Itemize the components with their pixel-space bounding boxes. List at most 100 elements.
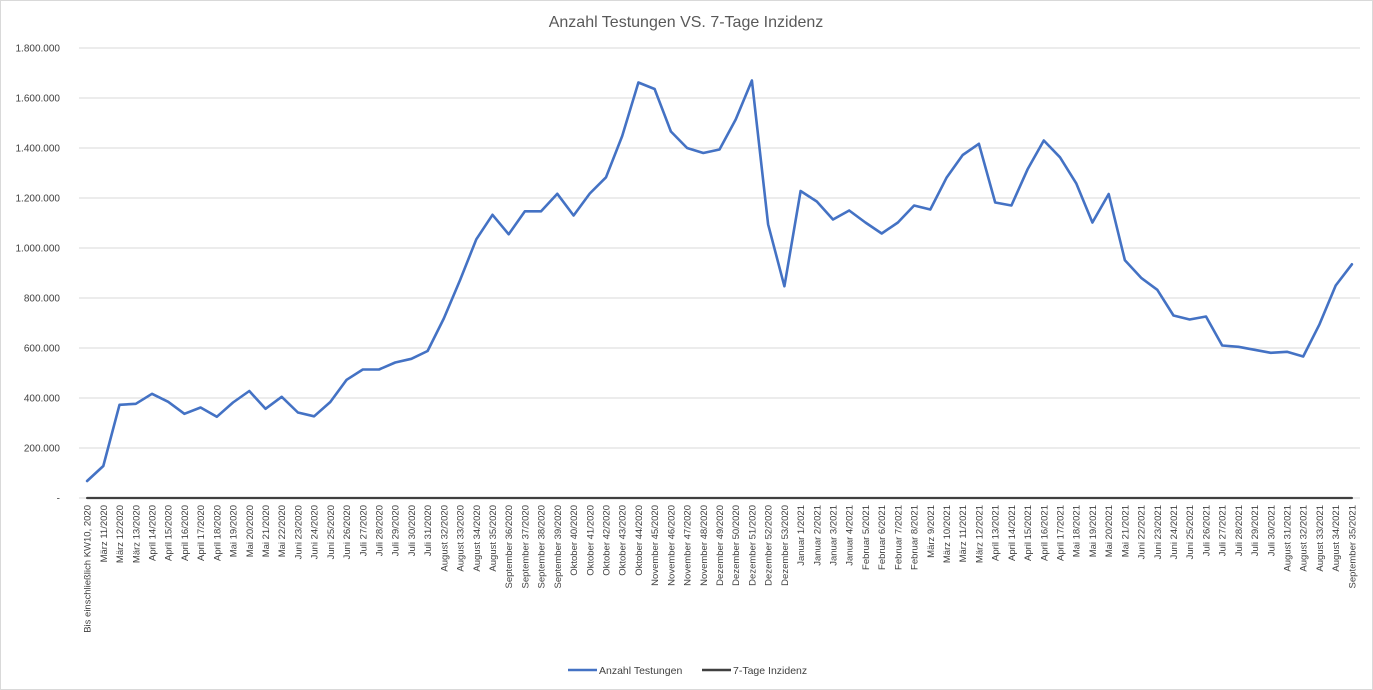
x-tick-label: April 15/2021 — [1023, 505, 1034, 561]
y-tick-label: 1.800.000 — [16, 44, 61, 55]
x-tick-label: August 33/2020 — [456, 505, 467, 572]
x-tick-label: Juli 29/2020 — [391, 505, 402, 556]
x-tick-label: Juli 27/2020 — [358, 505, 369, 556]
x-tick-label: November 48/2020 — [699, 505, 710, 586]
x-tick-label: April 16/2021 — [1039, 505, 1050, 561]
x-tick-label: Mai 22/2020 — [277, 505, 288, 557]
x-tick-label: Juni 23/2021 — [1153, 505, 1164, 559]
x-tick-label: Juni 23/2020 — [293, 505, 304, 559]
x-tick-label: Juli 28/2020 — [374, 505, 385, 556]
y-tick-label: 1.600.000 — [16, 94, 61, 105]
x-tick-label: Juni 22/2021 — [1137, 505, 1148, 559]
x-tick-label: Februar 8/2021 — [910, 505, 921, 570]
x-tick-label: Mai 20/2020 — [245, 505, 256, 557]
chart-title: Anzahl Testungen VS. 7-Tage Inzidenz — [549, 14, 824, 31]
x-tick-label: Oktober 41/2020 — [585, 505, 596, 576]
y-tick-label: 1.000.000 — [16, 244, 61, 255]
legend-label-1: 7-Tage Inzidenz — [733, 665, 807, 677]
x-tick-label: Februar 7/2021 — [893, 505, 904, 570]
x-tick-label: Dezember 51/2020 — [747, 505, 758, 586]
x-tick-label: November 45/2020 — [650, 505, 661, 586]
x-tick-label: April 14/2020 — [147, 505, 158, 561]
x-tick-label: Mai 20/2021 — [1104, 505, 1115, 557]
x-tick-label: Januar 3/2021 — [829, 505, 840, 566]
x-tick-label: März 9/2021 — [926, 505, 937, 558]
y-tick-label: 1.400.000 — [16, 144, 61, 155]
x-tick-label: März 12/2021 — [974, 505, 985, 563]
x-tick-label: Juli 27/2021 — [1218, 505, 1229, 556]
x-axis: Bis einschließlich KW10, 2020 März 11/202… — [83, 505, 1359, 633]
x-tick-label: Oktober 42/2020 — [601, 505, 612, 576]
x-tick-label: Dezember 53/2020 — [780, 505, 791, 586]
x-tick-label: Oktober 44/2020 — [634, 505, 645, 576]
x-tick-label: September 38/2020 — [537, 505, 548, 588]
x-tick-label: Dezember 50/2020 — [731, 505, 742, 586]
x-tick-label: Mai 19/2020 — [229, 505, 240, 557]
x-tick-label: Dezember 52/2020 — [764, 505, 775, 586]
x-tick-label: April 13/2021 — [991, 505, 1002, 561]
x-tick-label: März 11/2021 — [958, 505, 969, 562]
x-tick-label: August 32/2020 — [439, 505, 450, 572]
x-tick-label: Bis einschließlich KW10, 2020 — [83, 505, 94, 633]
x-tick-label: Juni 25/2021 — [1185, 505, 1196, 559]
x-tick-label: Oktober 40/2020 — [569, 505, 580, 576]
x-tick-label: Mai 21/2021 — [1120, 505, 1131, 557]
x-tick-label: September 39/2020 — [553, 505, 564, 588]
x-tick-label: April 18/2020 — [212, 505, 223, 561]
x-tick-label: August 34/2020 — [472, 505, 483, 572]
x-tick-label: März 13/2020 — [131, 505, 142, 563]
y-tick-label: 400.000 — [24, 394, 61, 405]
x-tick-label: September 37/2020 — [520, 505, 531, 588]
y-tick-label: 600.000 — [24, 344, 61, 355]
x-tick-label: August 35/2020 — [488, 505, 499, 572]
y-axis: - 200.000 400.000 600.000 800.000 1.000.000 1.… — [16, 44, 61, 505]
y-tick-label: 800.000 — [24, 294, 61, 305]
x-tick-label: Februar 5/2021 — [861, 505, 872, 570]
legend-label-0: Anzahl Testungen — [599, 665, 682, 677]
x-tick-label: Januar 1/2021 — [796, 505, 807, 566]
x-tick-label: Mai 19/2021 — [1088, 505, 1099, 557]
x-tick-label: August 32/2021 — [1299, 505, 1310, 572]
x-tick-label: Dezember 49/2020 — [715, 505, 726, 586]
x-tick-label: Juni 26/2020 — [342, 505, 353, 559]
x-tick-label: Mai 21/2020 — [261, 505, 272, 557]
x-tick-label: November 46/2020 — [666, 505, 677, 586]
x-tick-label: August 31/2021 — [1283, 505, 1294, 572]
series-line-0 — [85, 79, 1354, 483]
y-tick-label: - — [57, 494, 60, 505]
x-tick-label: Juli 31/2020 — [423, 505, 434, 556]
series-group — [85, 79, 1354, 500]
x-tick-label: Juli 29/2021 — [1250, 505, 1261, 556]
x-tick-label: März 11/2020 — [99, 505, 110, 562]
y-tick-label: 200.000 — [24, 444, 61, 455]
x-tick-label: September 36/2020 — [504, 505, 515, 588]
y-tick-label: 1.200.000 — [16, 194, 61, 205]
x-tick-label: April 17/2021 — [1056, 505, 1067, 561]
x-tick-label: September 35/2021 — [1347, 505, 1358, 588]
x-tick-label: Februar 6/2021 — [877, 505, 888, 570]
x-tick-label: März 12/2020 — [115, 505, 126, 563]
x-tick-label: April 15/2020 — [164, 505, 175, 561]
x-tick-label: Juli 26/2021 — [1201, 505, 1212, 556]
x-tick-label: Juni 24/2021 — [1169, 505, 1180, 559]
x-tick-label: Mai 18/2021 — [1072, 505, 1083, 557]
x-tick-label: April 17/2020 — [196, 505, 207, 561]
x-tick-label: April 14/2021 — [1007, 505, 1018, 561]
x-tick-label: Januar 4/2021 — [845, 505, 856, 566]
x-tick-label: November 47/2020 — [683, 505, 694, 586]
x-tick-label: Oktober 43/2020 — [618, 505, 629, 576]
x-tick-label: Juli 30/2021 — [1266, 505, 1277, 556]
x-tick-label: Januar 2/2021 — [812, 505, 823, 566]
legend: Anzahl Testungen 7-Tage Inzidenz — [568, 665, 807, 677]
x-tick-label: Juni 24/2020 — [310, 505, 321, 559]
x-tick-label: Juli 28/2021 — [1234, 505, 1245, 556]
x-tick-label: März 10/2021 — [942, 505, 953, 563]
x-tick-label: Juli 30/2020 — [407, 505, 418, 556]
x-tick-label: August 33/2021 — [1315, 505, 1326, 572]
x-tick-label: August 34/2021 — [1331, 505, 1342, 572]
x-tick-label: April 16/2020 — [180, 505, 191, 561]
x-tick-label: Juni 25/2020 — [326, 505, 337, 559]
